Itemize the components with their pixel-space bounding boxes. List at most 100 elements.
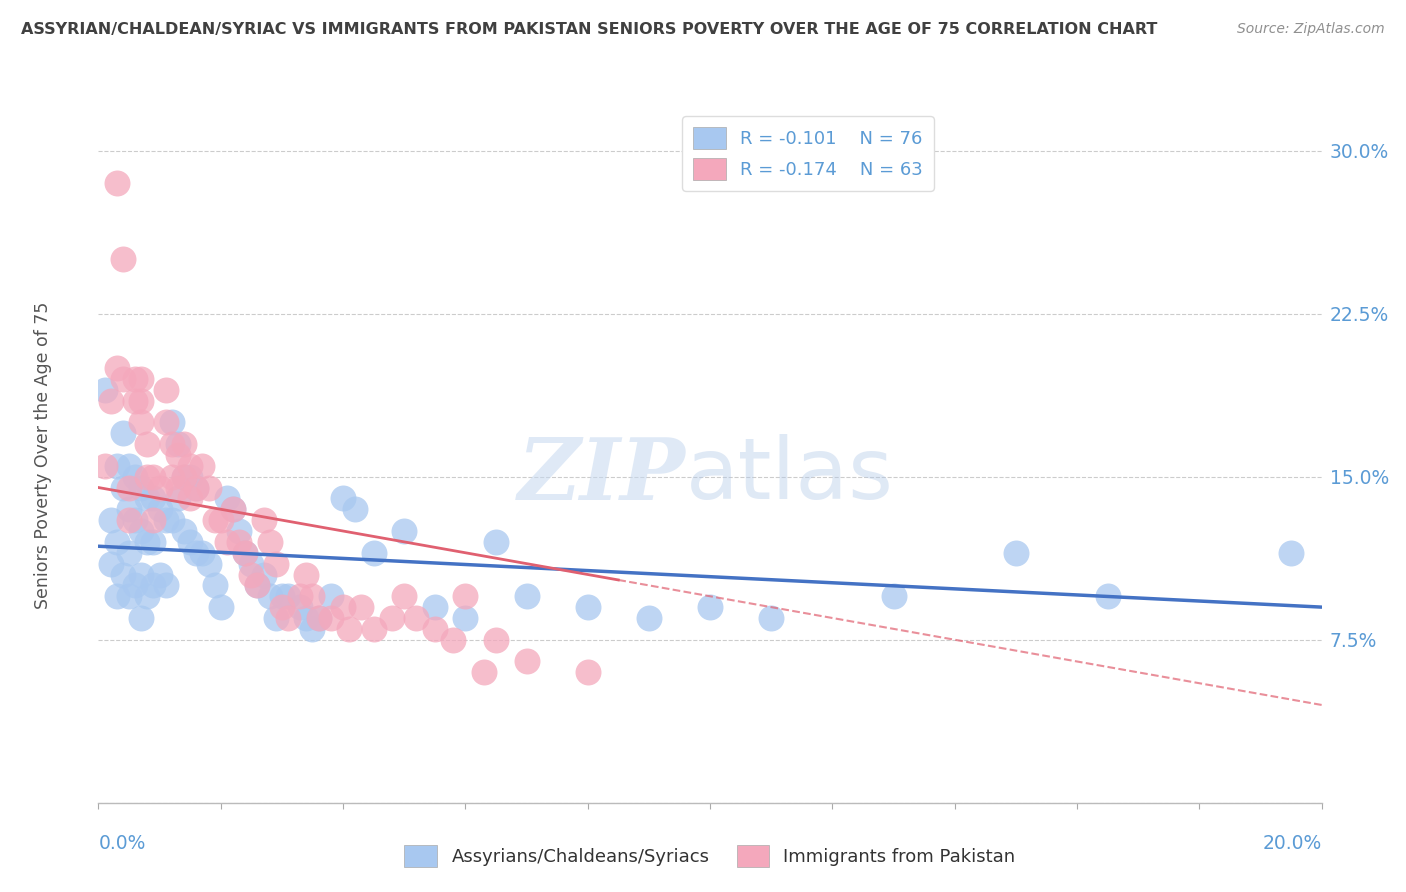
Point [111, 252, 134, 267]
Text: ZIP: ZIP [517, 434, 686, 517]
Point [93, 383, 115, 397]
Legend: Assyrians/Chaldeans/Syriacs, Immigrants from Pakistan: Assyrians/Chaldeans/Syriacs, Immigrants … [398, 838, 1022, 874]
Point [100, 393, 122, 408]
Point [454, 611, 477, 625]
Point [228, 524, 250, 538]
Point [179, 458, 201, 473]
Point [699, 600, 721, 615]
Point [344, 502, 367, 516]
Point [105, 458, 128, 473]
Point [129, 567, 152, 582]
Point [252, 513, 274, 527]
Point [441, 632, 464, 647]
Point [295, 611, 318, 625]
Point [111, 372, 134, 386]
Text: 20.0%: 20.0% [1263, 834, 1322, 853]
Point [405, 611, 427, 625]
Point [160, 415, 183, 429]
Point [93, 458, 115, 473]
Point [264, 557, 287, 571]
Point [186, 546, 208, 560]
Point [155, 513, 177, 527]
Point [173, 469, 195, 483]
Point [576, 600, 599, 615]
Point [209, 513, 232, 527]
Point [149, 481, 172, 495]
Point [142, 535, 165, 549]
Point [129, 481, 152, 495]
Point [381, 611, 404, 625]
Point [637, 611, 661, 625]
Point [173, 524, 195, 538]
Point [142, 578, 165, 592]
Point [277, 589, 299, 603]
Point [155, 383, 177, 397]
Point [155, 578, 177, 592]
Point [100, 557, 122, 571]
Point [215, 491, 238, 506]
Point [142, 469, 165, 483]
Point [124, 372, 146, 386]
Point [191, 458, 214, 473]
Point [290, 589, 312, 603]
Point [215, 535, 238, 549]
Point [179, 535, 201, 549]
Point [277, 611, 299, 625]
Point [1004, 546, 1026, 560]
Point [111, 481, 134, 495]
Point [1097, 589, 1119, 603]
Point [167, 481, 190, 495]
Point [149, 502, 172, 516]
Point [228, 535, 250, 549]
Point [179, 491, 201, 506]
Point [259, 589, 281, 603]
Point [240, 567, 263, 582]
Text: atlas: atlas [686, 434, 894, 517]
Text: 0.0%: 0.0% [98, 834, 146, 853]
Point [142, 491, 165, 506]
Point [100, 513, 122, 527]
Point [124, 513, 146, 527]
Point [160, 437, 183, 451]
Point [111, 426, 134, 441]
Point [883, 589, 905, 603]
Point [105, 535, 128, 549]
Point [136, 535, 159, 549]
Point [264, 611, 287, 625]
Point [124, 578, 146, 592]
Point [295, 567, 318, 582]
Point [136, 437, 159, 451]
Point [516, 655, 538, 669]
Point [118, 546, 141, 560]
Point [105, 176, 128, 190]
Point [576, 665, 599, 680]
Point [233, 546, 256, 560]
Point [301, 589, 323, 603]
Point [191, 546, 214, 560]
Point [270, 589, 292, 603]
Point [252, 567, 274, 582]
Point [111, 567, 134, 582]
Point [118, 502, 141, 516]
Point [105, 589, 128, 603]
Point [197, 557, 219, 571]
Point [240, 557, 263, 571]
Text: Source: ZipAtlas.com: Source: ZipAtlas.com [1237, 22, 1385, 37]
Point [105, 360, 128, 375]
Point [246, 578, 269, 592]
Point [485, 632, 508, 647]
Point [332, 600, 354, 615]
Point [485, 535, 508, 549]
Point [363, 622, 385, 636]
Point [118, 481, 141, 495]
Point [222, 502, 245, 516]
Point [129, 393, 152, 408]
Text: Seniors Poverty Over the Age of 75: Seniors Poverty Over the Age of 75 [34, 301, 52, 608]
Point [363, 546, 385, 560]
Point [246, 578, 269, 592]
Text: ASSYRIAN/CHALDEAN/SYRIAC VS IMMIGRANTS FROM PAKISTAN SENIORS POVERTY OVER THE AG: ASSYRIAN/CHALDEAN/SYRIAC VS IMMIGRANTS F… [21, 22, 1157, 37]
Point [308, 611, 330, 625]
Point [209, 600, 232, 615]
Point [392, 589, 416, 603]
Point [290, 600, 312, 615]
